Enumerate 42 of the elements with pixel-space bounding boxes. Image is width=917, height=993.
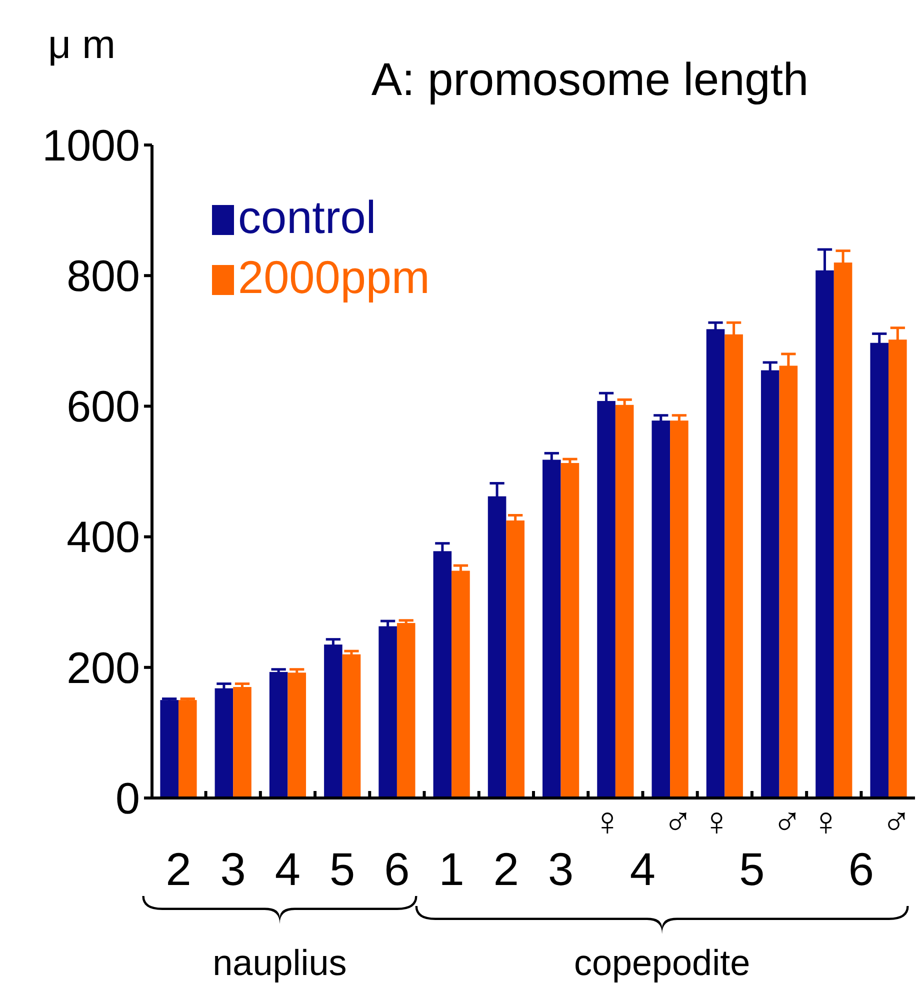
- x-tick-label: ♀: [810, 800, 841, 844]
- bar: [615, 404, 634, 798]
- x-tick-label: 3: [548, 843, 574, 895]
- y-tick-label: 200: [66, 644, 140, 693]
- y-tick-label: 1000: [42, 121, 140, 170]
- x-tick-label: 1: [438, 843, 464, 895]
- x-tick-label: ♂: [772, 800, 802, 844]
- x-tick-label: 3: [220, 843, 246, 895]
- x-tick-label: 2: [166, 843, 192, 895]
- text: copepodite: [574, 942, 750, 983]
- bar: [214, 688, 234, 798]
- y-tick-label: 600: [66, 382, 140, 432]
- bar: [378, 626, 397, 798]
- bar: [670, 420, 688, 798]
- bar: [342, 654, 361, 798]
- bar: [233, 686, 252, 798]
- x-tick-label: ♂: [882, 800, 912, 844]
- x-tick-label: 4: [274, 843, 301, 895]
- chart-title: A: promosome length: [371, 53, 809, 105]
- x-tick-label: 5: [330, 843, 356, 895]
- bar: [324, 644, 342, 798]
- x-tick-label: ♂: [663, 800, 694, 844]
- bar: [288, 672, 306, 798]
- y-axis-title: μ m: [48, 23, 116, 67]
- y-tick-label: 0: [116, 774, 140, 824]
- bar: [452, 570, 470, 798]
- text: nauplius: [212, 942, 347, 983]
- bar: [396, 622, 416, 798]
- y-tick-label: 800: [66, 252, 140, 301]
- bar: [506, 520, 524, 798]
- x-tick-label: 6: [384, 843, 410, 895]
- legend-label: control: [238, 191, 376, 243]
- x-tick-label: ♀: [592, 800, 622, 844]
- bar: [652, 420, 670, 798]
- bar: [160, 700, 178, 798]
- bar: [560, 463, 580, 798]
- x-tick-label: 2: [493, 843, 519, 895]
- bar: [178, 700, 197, 798]
- bar: [269, 672, 288, 798]
- y-tick-label: 400: [66, 513, 140, 562]
- legend-label: 2000ppm: [238, 251, 430, 303]
- x-tick-label: ♀: [702, 800, 732, 844]
